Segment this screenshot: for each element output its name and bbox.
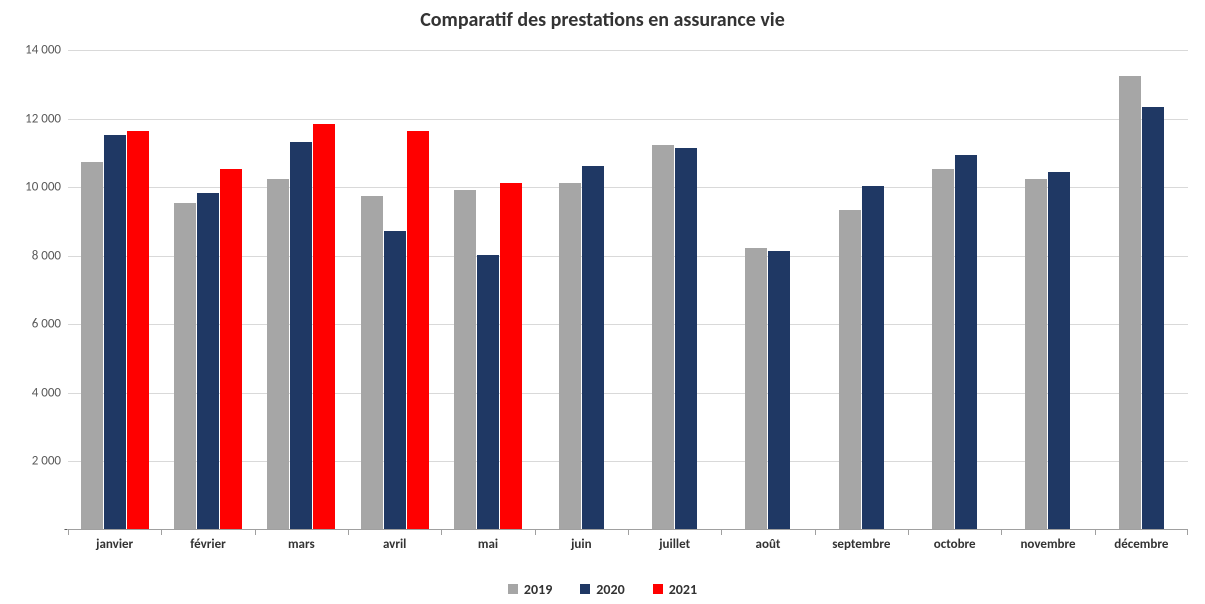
legend-label: 2019 (524, 581, 552, 598)
legend-swatch (580, 584, 590, 594)
bar-2019 (81, 162, 103, 529)
bar-2019 (267, 179, 289, 529)
y-tick-label: 4 000 (6, 385, 61, 400)
month-group: 10 70011 50011 600janvier (68, 50, 161, 529)
x-category-label: décembre (1095, 529, 1188, 552)
legend-label: 2020 (596, 581, 624, 598)
month-group: 10 10010 600juin (535, 50, 628, 529)
bar-2019 (932, 169, 954, 529)
bar-2019 (1025, 179, 1047, 529)
bar-2020 (955, 155, 977, 529)
y-tick-label: - (64, 523, 68, 538)
x-category-label: septembre (815, 529, 908, 552)
x-category-label: mai (441, 529, 534, 552)
x-category-label: mars (255, 529, 348, 552)
month-group: 9 5009 80010 500février (161, 50, 254, 529)
legend-item-2020: 2020 (580, 581, 624, 598)
bar-2019 (454, 190, 476, 529)
bar-2021 (407, 131, 429, 529)
bar-2020 (862, 186, 884, 529)
bar-2020 (1142, 107, 1164, 529)
y-tick-label: 2 000 (6, 454, 61, 469)
bar-2019 (745, 248, 767, 529)
month-group: 13 20012 300décembre (1095, 50, 1188, 529)
x-category-label: octobre (908, 529, 1001, 552)
month-group: 9 7008 70011 600avril (348, 50, 441, 529)
chart-title: Comparatif des prestations en assurance … (0, 8, 1205, 32)
bar-2020 (384, 231, 406, 529)
bar-2019 (1119, 76, 1141, 529)
x-category-label: juin (535, 529, 628, 552)
legend-swatch (653, 584, 663, 594)
bar-2020 (290, 142, 312, 529)
legend-swatch (508, 584, 518, 594)
bar-2020 (104, 135, 126, 529)
x-category-label: avril (348, 529, 441, 552)
bar-2019 (361, 196, 383, 529)
bar-2020 (582, 166, 604, 529)
bar-2021 (220, 169, 242, 529)
bar-2021 (500, 183, 522, 529)
month-group: 10 50010 900octobre (908, 50, 1001, 529)
x-category-label: février (161, 529, 254, 552)
x-category-label: août (721, 529, 814, 552)
bar-2020 (768, 251, 790, 529)
month-group: 10 20010 400novembre (1001, 50, 1094, 529)
y-tick-label: 8 000 (6, 248, 61, 263)
legend-label: 2021 (669, 581, 697, 598)
bar-2020 (477, 255, 499, 529)
bar-2019 (174, 203, 196, 529)
bar-2021 (127, 131, 149, 529)
x-category-label: juillet (628, 529, 721, 552)
month-group: 10 20011 30011 800mars (255, 50, 348, 529)
legend-item-2019: 2019 (508, 581, 552, 598)
month-group: 9 9008 00010 100mai (441, 50, 534, 529)
chart-container: Comparatif des prestations en assurance … (0, 0, 1205, 604)
y-tick-label: 6 000 (6, 317, 61, 332)
bar-2020 (197, 193, 219, 529)
x-category-label: janvier (68, 529, 161, 552)
y-tick-label: 10 000 (6, 180, 61, 195)
bar-2020 (1048, 172, 1070, 529)
bar-2019 (839, 210, 861, 529)
month-group: 8 2008 100août (721, 50, 814, 529)
y-tick-label: 14 000 (6, 43, 61, 58)
x-category-label: novembre (1001, 529, 1094, 552)
month-group: 11 20011 100juillet (628, 50, 721, 529)
bar-2019 (559, 183, 581, 529)
y-tick-label: 12 000 (6, 111, 61, 126)
month-group: 9 30010 000septembre (815, 50, 908, 529)
bar-2019 (652, 145, 674, 529)
legend: 2019 2020 2021 (0, 581, 1205, 599)
bar-2020 (675, 148, 697, 529)
plot-area: 10 70011 50011 600janvier9 5009 80010 50… (68, 50, 1188, 530)
bar-2021 (313, 124, 335, 529)
legend-item-2021: 2021 (653, 581, 697, 598)
